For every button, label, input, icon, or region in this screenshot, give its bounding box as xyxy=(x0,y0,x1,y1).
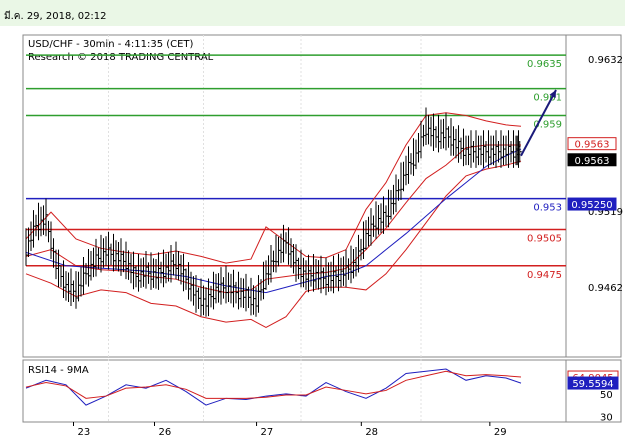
x-tick-label: 23 xyxy=(78,427,91,438)
level-label: 0.961 xyxy=(533,93,562,104)
timestamp-label: มี.ค. 29, 2018, 02:12 xyxy=(4,11,107,22)
price-badge-label: 0.95250 xyxy=(571,200,612,211)
level-label: 0.9475 xyxy=(527,270,562,281)
forecast-arrow-head xyxy=(549,90,556,99)
price-badge xyxy=(567,197,617,211)
price-badge-label: 0.9563 xyxy=(575,156,610,167)
rsi-y-axis-frame xyxy=(565,359,622,423)
chart-subtitle: Research © 2018 TRADING CENTRAL xyxy=(28,52,214,63)
level-label: 0.953 xyxy=(533,203,562,214)
price-badge-label: 0.9563 xyxy=(575,140,610,151)
level-label: 0.9635 xyxy=(527,59,562,70)
rsi-y-tick-label: 50 xyxy=(600,390,613,401)
x-tick-label: 29 xyxy=(494,427,507,438)
forecast-arrow-shaft xyxy=(520,89,557,157)
price-badge xyxy=(567,153,617,167)
bollinger-lower-line xyxy=(25,160,522,329)
rsi-badge-label: 59.5594 xyxy=(572,379,613,390)
main-plot-frame xyxy=(22,34,567,358)
rsi-title: RSI14 - 9MA xyxy=(28,365,89,376)
x-tick-label: 27 xyxy=(261,427,274,438)
rsi-series-1-line xyxy=(25,370,522,399)
y-tick-label: 0.9519 xyxy=(588,207,623,218)
rsi-badge xyxy=(567,376,619,390)
y-tick-label: 0.9632 xyxy=(588,55,623,66)
chart-title: USD/CHF - 30min - 4:11:35 (CET) xyxy=(28,39,194,50)
x-tick-label: 26 xyxy=(159,427,172,438)
rsi-plot-frame xyxy=(22,359,567,423)
rsi-series-0-line xyxy=(25,368,522,406)
top-bar: มี.ค. 29, 2018, 02:12 xyxy=(0,0,625,26)
y-tick-label: 0.9462 xyxy=(588,283,623,294)
rsi-y-tick-label: 30 xyxy=(600,412,613,423)
price-badge xyxy=(567,137,617,151)
x-tick-label: 28 xyxy=(365,427,378,438)
level-label: 0.959 xyxy=(533,120,562,131)
main-y-axis-frame xyxy=(565,34,622,358)
level-label: 0.9505 xyxy=(527,234,562,245)
